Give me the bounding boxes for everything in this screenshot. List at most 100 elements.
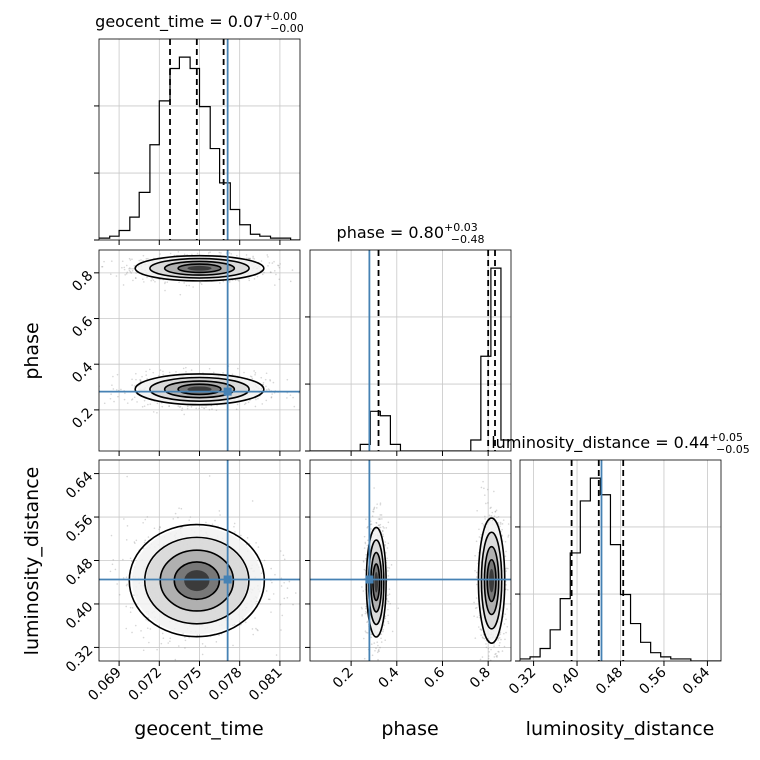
contour-line (163, 260, 236, 276)
scatter-point (494, 510, 497, 513)
scatter-point (480, 629, 483, 632)
scatter-point (377, 650, 380, 652)
scatter-point (219, 282, 221, 284)
scatter-point (249, 375, 252, 378)
scatter-point (110, 393, 112, 395)
scatter-point (501, 528, 503, 531)
scatter-point (110, 260, 113, 262)
scatter-point (505, 570, 507, 572)
scatter-point (269, 378, 271, 381)
scatter-point (271, 393, 273, 395)
scatter-point (249, 257, 251, 260)
x-tick-label: 0.072 (125, 665, 165, 705)
y-axis-label-luminosity_distance: luminosity_distance (21, 467, 43, 656)
scatter-point (382, 533, 384, 536)
scatter-point (490, 514, 493, 517)
contour-line (134, 254, 265, 282)
scatter-point (143, 399, 146, 402)
scatter-point (363, 547, 366, 549)
scatter-point (156, 411, 158, 414)
scatter-point (218, 671, 220, 673)
scatter-point (273, 270, 276, 272)
scatter-point (375, 507, 378, 509)
scatter-point (159, 369, 162, 371)
panel-background (310, 250, 511, 451)
scatter-point (146, 516, 149, 518)
x-tick-label: 0.069 (85, 665, 125, 705)
scatter-point (186, 405, 189, 408)
scatter-point (272, 381, 275, 384)
scatter-point (498, 644, 501, 647)
scatter-point (220, 252, 222, 254)
scatter-point (498, 636, 501, 639)
scatter-point (371, 654, 374, 657)
scatter-point (153, 527, 156, 530)
scatter-point (497, 515, 500, 518)
scatter-point (364, 630, 367, 632)
scatter-point (488, 514, 491, 517)
scatter-point (247, 401, 250, 404)
scatter-point (365, 631, 368, 634)
scatter-point (262, 381, 265, 384)
scatter-point (184, 246, 186, 248)
scatter-point (365, 611, 368, 614)
scatter-point (138, 384, 140, 387)
scatter-point (501, 650, 504, 652)
scatter-point (257, 397, 259, 400)
scatter-point (130, 267, 132, 270)
scatter-point (380, 514, 383, 516)
scatter-point (145, 257, 148, 260)
y-tick-label: 0.8 (69, 268, 96, 295)
scatter-point (228, 252, 231, 254)
scatter-point (125, 605, 128, 608)
scatter-point (504, 555, 507, 558)
scatter-point (222, 280, 225, 283)
scatter-point (260, 376, 263, 379)
scatter-point (272, 593, 275, 595)
scatter-point (142, 636, 145, 639)
scatter-point (487, 502, 489, 504)
scatter-point (482, 637, 484, 639)
scatter-point (115, 275, 118, 277)
scatter-point (384, 639, 386, 641)
scatter-point (199, 281, 202, 284)
scatter-point (186, 407, 189, 410)
scatter-point (474, 637, 477, 639)
scatter-point (505, 631, 507, 634)
x-tick-label: 0.8 (467, 665, 494, 692)
scatter-point (487, 655, 490, 657)
scatter-point (135, 378, 137, 381)
scatter-point (370, 523, 373, 525)
scatter-point (283, 597, 286, 600)
scatter-point (386, 600, 389, 602)
scatter-point (378, 526, 381, 529)
scatter-point (279, 550, 282, 552)
scatter-point (270, 271, 272, 274)
scatter-point (141, 405, 144, 408)
scatter-point (251, 500, 254, 502)
scatter-point (200, 283, 203, 285)
scatter-point (260, 260, 263, 262)
scatter-point (129, 270, 132, 273)
scatter-point (501, 523, 504, 525)
scatter-point (112, 375, 114, 378)
scatter-point (240, 534, 242, 537)
scatter-point (497, 637, 500, 640)
scatter-point (112, 558, 115, 561)
scatter-point (502, 519, 505, 521)
scatter-point (387, 542, 390, 545)
scatter-point (283, 558, 286, 561)
scatter-point (142, 521, 144, 524)
scatter-point (480, 533, 483, 536)
scatter-point (147, 616, 150, 619)
scatter-point (278, 278, 281, 281)
scatter-point (369, 523, 372, 526)
scatter-point (246, 537, 249, 539)
scatter-point (370, 636, 373, 639)
scatter-point (178, 507, 180, 509)
scatter-point (143, 541, 146, 544)
scatter-point (112, 388, 115, 390)
scatter-point (504, 638, 506, 641)
x-tick-label: 0.64 (680, 664, 713, 697)
scatter-point (280, 585, 283, 587)
